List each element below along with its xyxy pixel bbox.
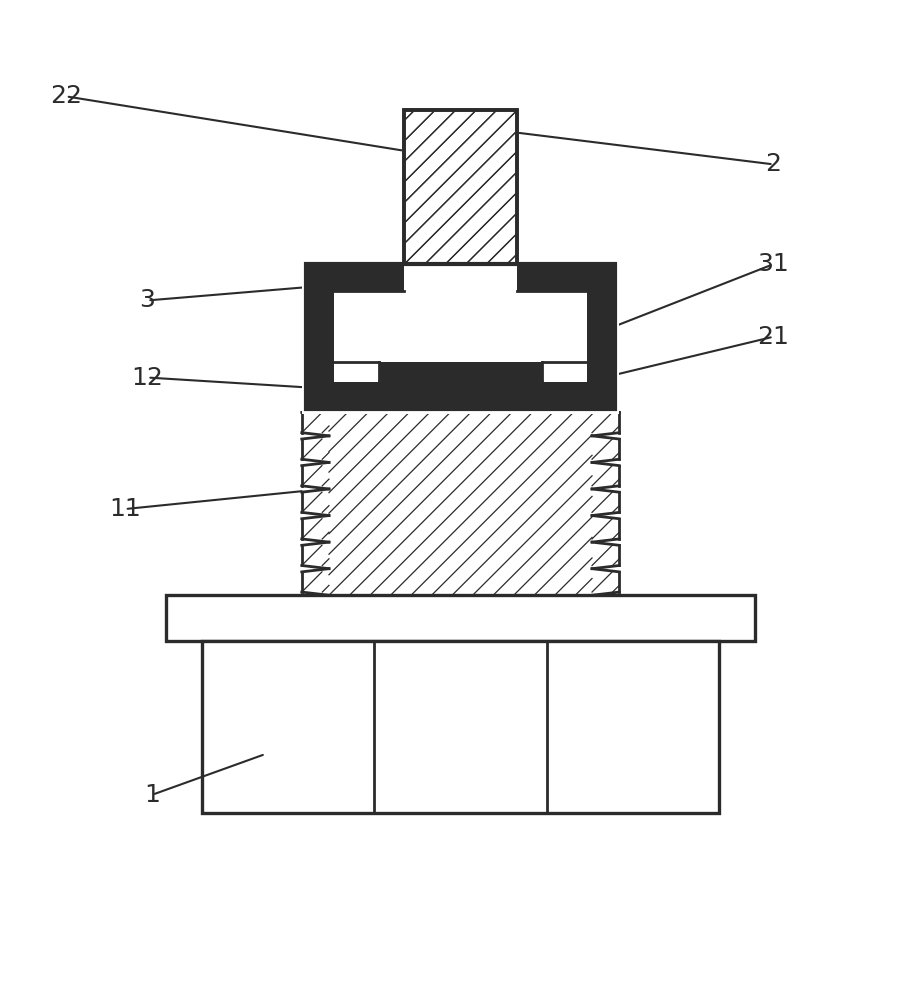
Bar [333,291,588,382]
Text: 22: 22 [50,84,82,108]
Bar [307,264,614,291]
Bar [202,641,719,813]
Text: 12: 12 [132,366,164,390]
Bar [517,291,588,382]
Text: 2: 2 [765,152,781,176]
Bar [307,264,614,409]
Bar [307,382,614,409]
Bar [307,264,333,409]
Bar [404,110,517,264]
Bar [588,264,614,409]
Bar [333,291,404,382]
Text: 11: 11 [109,497,141,521]
Bar [379,362,542,382]
Bar [404,264,517,291]
Bar [307,264,614,409]
Bar [166,595,755,641]
Bar [302,260,619,414]
Text: 21: 21 [757,325,789,349]
Text: 3: 3 [140,288,156,312]
Text: 1: 1 [145,783,160,807]
Text: 31: 31 [758,252,789,276]
Bar [404,110,517,264]
